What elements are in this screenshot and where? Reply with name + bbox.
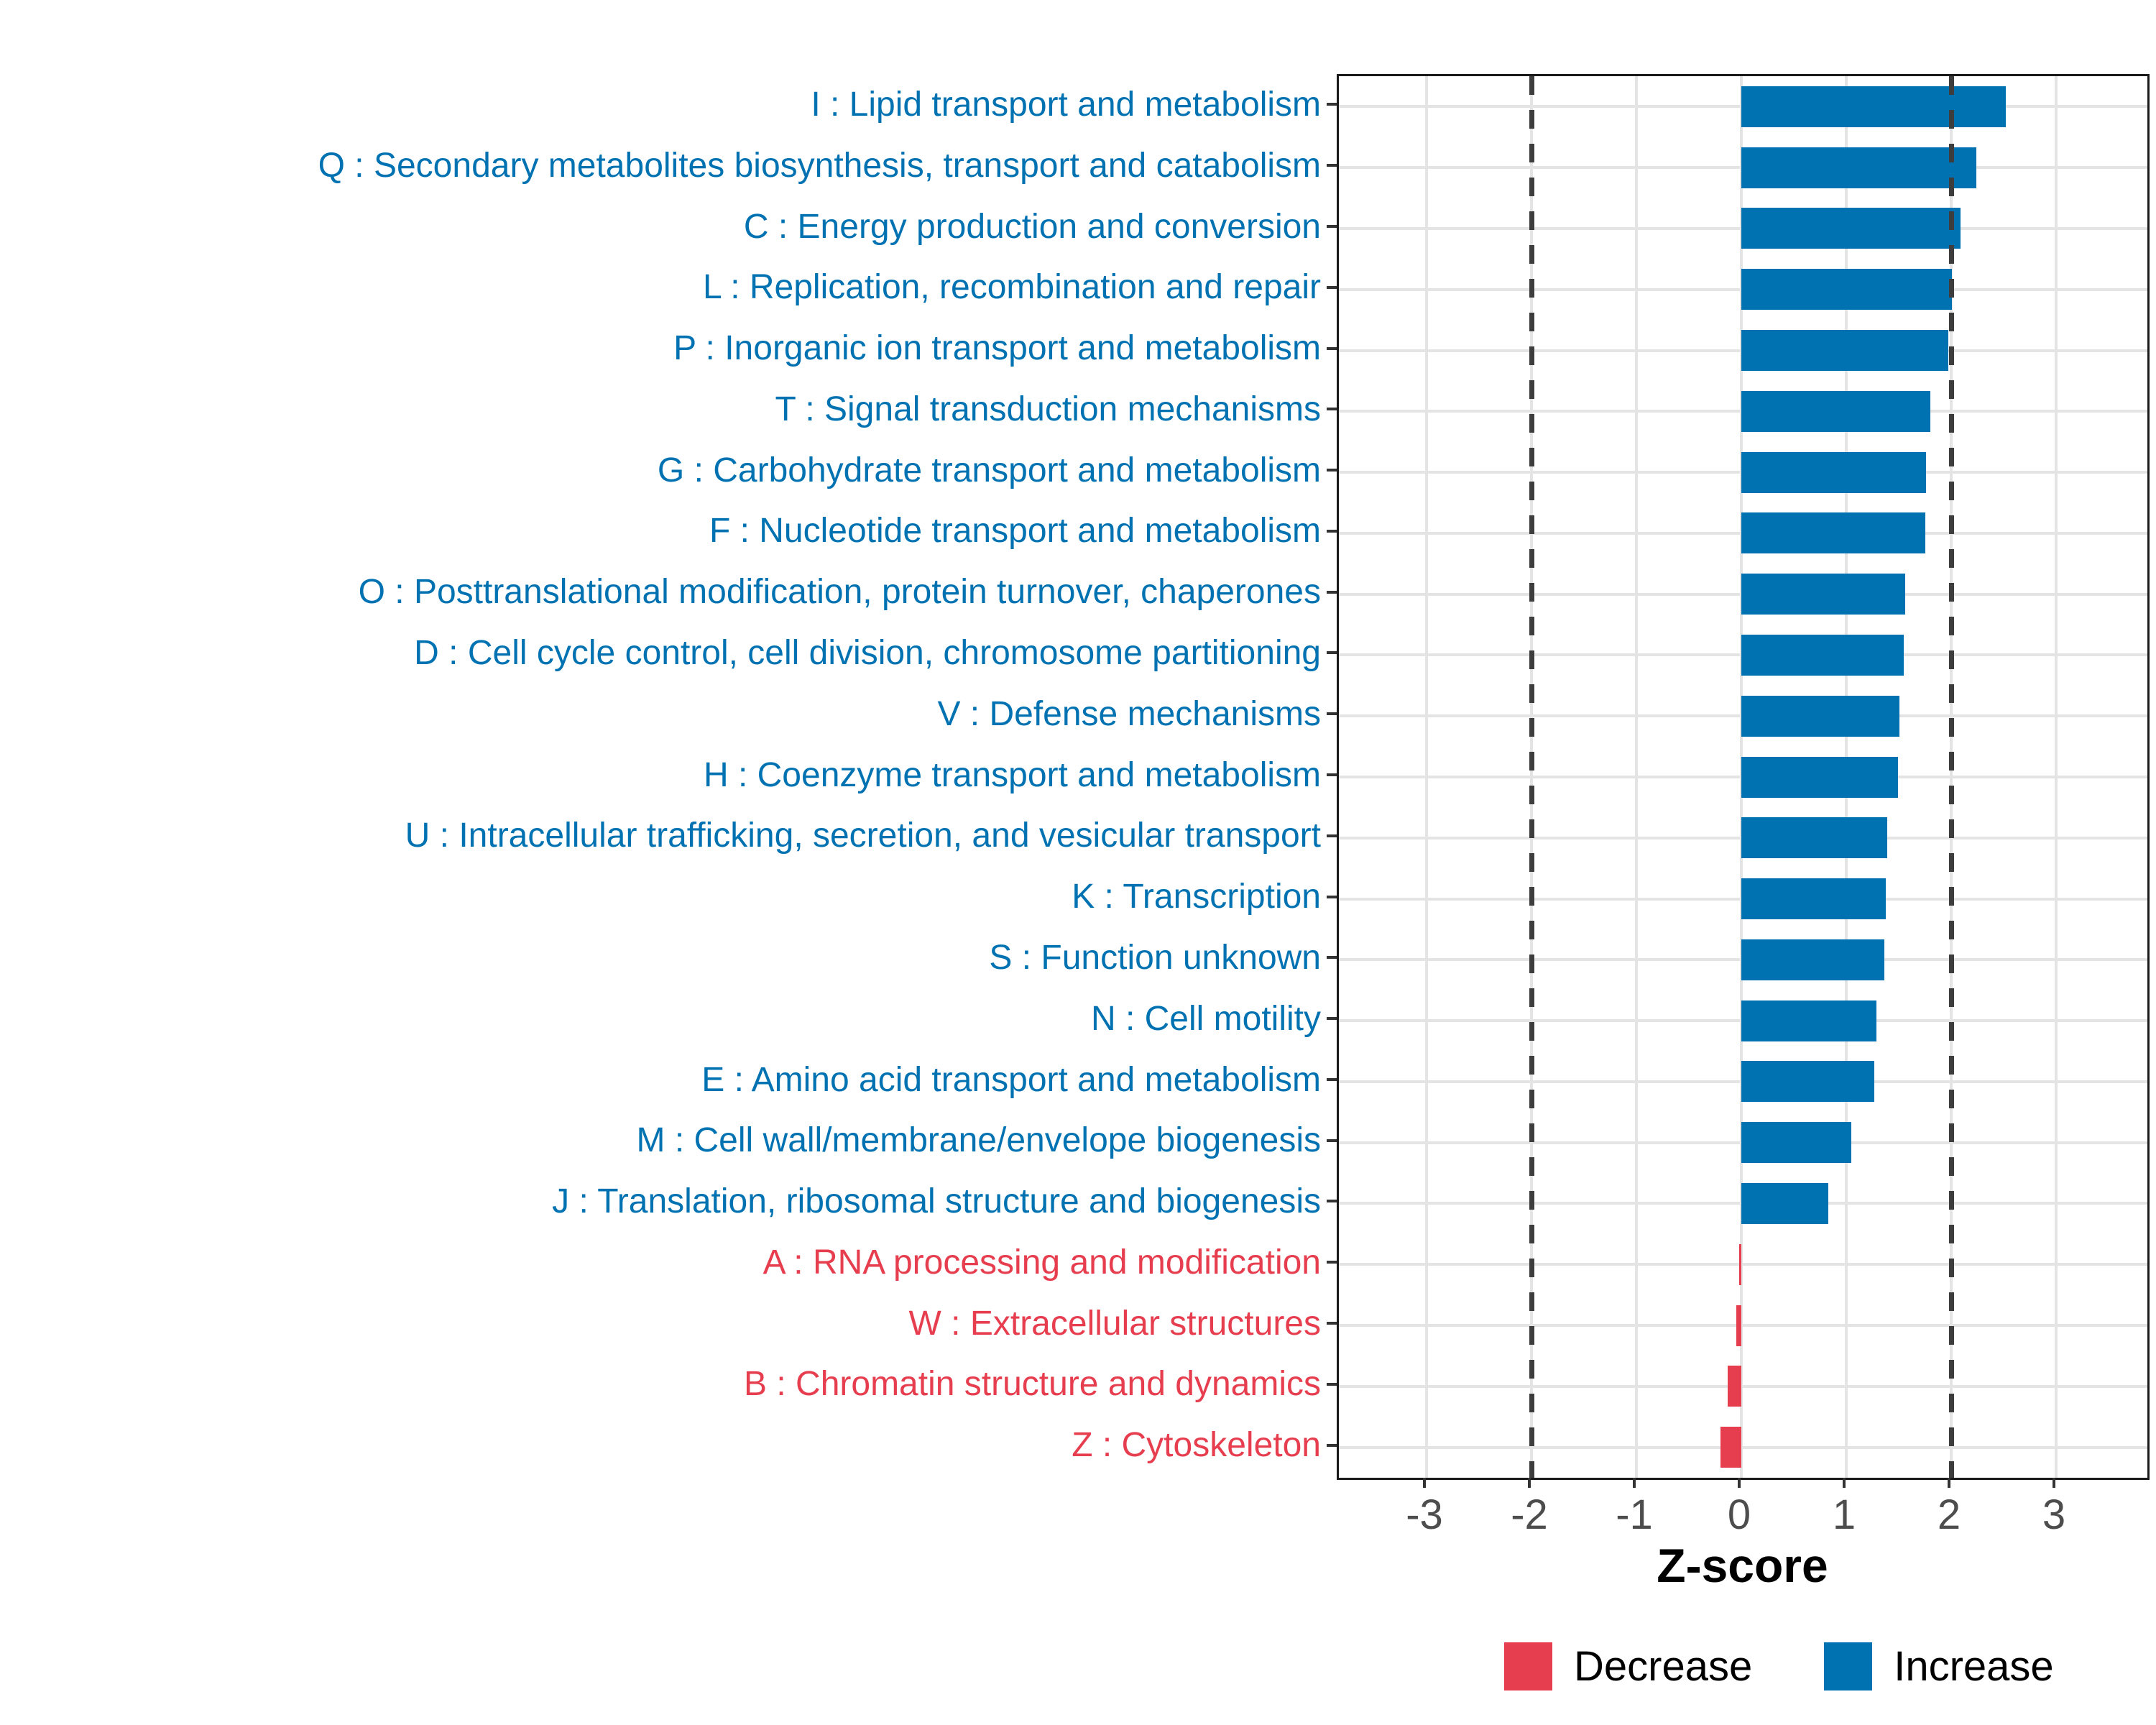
y-tick bbox=[1327, 529, 1337, 533]
y-axis-label: L : Replication, recombination and repai… bbox=[702, 268, 1321, 307]
y-axis-label: D : Cell cycle control, cell division, c… bbox=[414, 634, 1321, 673]
legend-swatch-increase bbox=[1824, 1642, 1873, 1690]
y-tick bbox=[1327, 1138, 1337, 1142]
y-axis-label: T : Signal transduction mechanisms bbox=[775, 390, 1321, 428]
bar bbox=[1741, 269, 1953, 310]
bar bbox=[1741, 939, 1884, 980]
bar bbox=[1741, 634, 1904, 676]
h-gridline bbox=[1339, 1324, 2147, 1328]
legend-swatch-decrease bbox=[1504, 1642, 1552, 1690]
y-axis-label: G : Carbohydrate transport and metabolis… bbox=[657, 451, 1321, 489]
y-tick bbox=[1327, 1382, 1337, 1386]
y-tick bbox=[1327, 1077, 1337, 1081]
y-axis-label: Q : Secondary metabolites biosynthesis, … bbox=[318, 146, 1321, 185]
bar bbox=[1741, 1182, 1829, 1224]
y-axis-label: W : Extracellular structures bbox=[908, 1304, 1321, 1343]
x-tick-label: -2 bbox=[1511, 1491, 1548, 1538]
x-tick bbox=[2053, 1478, 2055, 1488]
y-axis-label: N : Cell motility bbox=[1090, 999, 1321, 1038]
h-gridline bbox=[1339, 1263, 2147, 1266]
legend-item-increase: Increase bbox=[1824, 1642, 2054, 1690]
y-axis-label: O : Posttranslational modification, prot… bbox=[358, 573, 1321, 612]
y-tick bbox=[1327, 1200, 1337, 1203]
x-tick bbox=[1738, 1478, 1741, 1488]
x-tick bbox=[1423, 1478, 1426, 1488]
bar bbox=[1741, 1061, 1875, 1103]
y-axis-label: B : Chromatin structure and dynamics bbox=[744, 1365, 1321, 1404]
y-axis-label: M : Cell wall/membrane/envelope biogenes… bbox=[636, 1121, 1321, 1160]
y-tick bbox=[1327, 103, 1337, 106]
y-tick bbox=[1327, 1322, 1337, 1325]
bar bbox=[1741, 208, 1961, 249]
y-tick bbox=[1327, 590, 1337, 594]
bar bbox=[1741, 878, 1886, 920]
bar bbox=[1741, 1000, 1877, 1041]
bar bbox=[1741, 86, 2006, 127]
y-axis-label: C : Energy production and conversion bbox=[743, 207, 1321, 246]
y-tick bbox=[1327, 408, 1337, 411]
x-tick-label: 3 bbox=[2042, 1491, 2066, 1538]
bar bbox=[1739, 1243, 1741, 1285]
y-axis-label: Z : Cytoskeleton bbox=[1072, 1426, 1321, 1465]
bar bbox=[1741, 390, 1930, 432]
h-gridline bbox=[1339, 1445, 2147, 1449]
y-tick bbox=[1327, 956, 1337, 960]
bar bbox=[1741, 330, 1948, 372]
y-axis-label: P : Inorganic ion transport and metaboli… bbox=[673, 329, 1321, 368]
bar bbox=[1741, 1122, 1852, 1164]
y-axis-label: H : Coenzyme transport and metabolism bbox=[703, 755, 1321, 794]
ref-line--2 bbox=[1529, 76, 1534, 1478]
bar bbox=[1741, 756, 1898, 798]
y-tick bbox=[1327, 346, 1337, 350]
y-axis-label: J : Translation, ribosomal structure and… bbox=[552, 1182, 1321, 1221]
y-tick bbox=[1327, 712, 1337, 716]
y-axis-label: V : Defense mechanisms bbox=[937, 694, 1321, 733]
x-tick-label: 1 bbox=[1832, 1491, 1856, 1538]
x-tick bbox=[1528, 1478, 1531, 1488]
y-tick bbox=[1327, 224, 1337, 228]
y-axis-label: U : Intracellular trafficking, secretion… bbox=[405, 816, 1321, 855]
bar bbox=[1736, 1305, 1741, 1346]
legend-item-decrease: Decrease bbox=[1504, 1642, 1752, 1690]
y-axis-label: E : Amino acid transport and metabolism bbox=[701, 1060, 1321, 1099]
bar bbox=[1741, 695, 1900, 737]
x-tick-label: 2 bbox=[1937, 1491, 1961, 1538]
y-tick bbox=[1327, 895, 1337, 898]
y-tick bbox=[1327, 285, 1337, 289]
bar bbox=[1720, 1427, 1741, 1468]
y-tick bbox=[1327, 1261, 1337, 1264]
y-tick bbox=[1327, 834, 1337, 837]
y-axis-label: I : Lipid transport and metabolism bbox=[811, 86, 1321, 124]
y-tick bbox=[1327, 651, 1337, 655]
legend: Decrease Increase bbox=[1504, 1642, 2054, 1690]
bar bbox=[1728, 1366, 1741, 1407]
x-tick bbox=[1633, 1478, 1636, 1488]
bar bbox=[1741, 574, 1905, 615]
y-axis-label: K : Transcription bbox=[1072, 878, 1321, 916]
y-tick bbox=[1327, 1443, 1337, 1447]
bar bbox=[1741, 512, 1925, 554]
y-tick bbox=[1327, 773, 1337, 776]
y-tick bbox=[1327, 469, 1337, 472]
h-gridline bbox=[1339, 1384, 2147, 1388]
y-tick bbox=[1327, 164, 1337, 167]
x-tick bbox=[1948, 1478, 1950, 1488]
y-tick bbox=[1327, 1017, 1337, 1021]
ref-line-2 bbox=[1948, 76, 1954, 1478]
legend-label-decrease: Decrease bbox=[1574, 1643, 1753, 1690]
bar bbox=[1741, 817, 1887, 859]
bar bbox=[1741, 147, 1977, 188]
y-axis-label: S : Function unknown bbox=[989, 938, 1321, 977]
x-tick-label: 0 bbox=[1727, 1491, 1751, 1538]
x-tick-label: -3 bbox=[1406, 1491, 1443, 1538]
plot-panel bbox=[1337, 74, 2150, 1480]
x-axis-title: Z-score bbox=[1657, 1539, 1828, 1592]
y-axis-label: A : RNA processing and modification bbox=[763, 1243, 1321, 1282]
y-axis-label: F : Nucleotide transport and metabolism bbox=[709, 512, 1321, 551]
bar bbox=[1741, 451, 1926, 493]
legend-label-increase: Increase bbox=[1894, 1643, 2054, 1690]
x-tick bbox=[1843, 1478, 1846, 1488]
x-tick-label: -1 bbox=[1616, 1491, 1653, 1538]
